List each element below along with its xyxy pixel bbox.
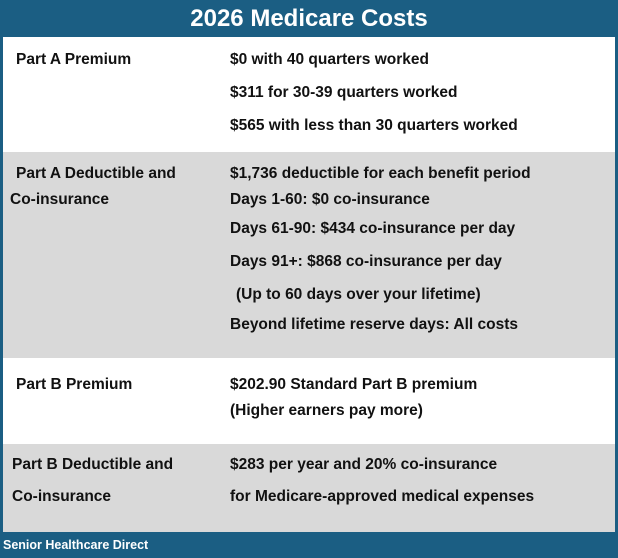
row-value-line: $311 for 30-39 quarters worked (230, 84, 458, 101)
part-a-deductible-row: Part A Deductible and Co-insurance $1,73… (3, 152, 615, 358)
part-b-deductible-row: Part B Deductible and Co-insurance $283 … (3, 444, 615, 532)
row-value-line: for Medicare-approved medical expenses (230, 488, 535, 505)
part-a-premium-row: Part A Premium $0 with 40 quarters worke… (3, 37, 615, 152)
row-label: Part B Deductible and (12, 456, 174, 473)
part-b-premium-row: Part B Premium $202.90 Standard Part B p… (3, 358, 615, 444)
row-label: Part B Premium (16, 376, 133, 393)
row-label: Co-insurance (12, 488, 112, 505)
row-value-line: $1,736 deductible for each benefit perio… (230, 165, 531, 182)
row-value-line: $0 with 40 quarters worked (230, 51, 429, 68)
row-value-line: Days 91+: $868 co-insurance per day (230, 253, 502, 270)
row-value-line: $202.90 Standard Part B premium (230, 376, 478, 393)
row-label: Part A Premium (16, 51, 132, 68)
row-value-line: Beyond lifetime reserve days: All costs (230, 316, 519, 333)
row-value-line: (Up to 60 days over your lifetime) (236, 286, 481, 303)
page-title: 2026 Medicare Costs (190, 5, 428, 32)
row-value-line: Days 1-60: $0 co-insurance (230, 191, 430, 208)
footer-source: Senior Healthcare Direct (3, 538, 149, 552)
row-label: Co-insurance (10, 191, 110, 208)
row-label: Part A Deductible and (16, 165, 176, 182)
row-value-line: Days 61-90: $434 co-insurance per day (230, 220, 516, 237)
row-value-line: $565 with less than 30 quarters worked (230, 117, 518, 134)
row-value-line: (Higher earners pay more) (230, 402, 423, 419)
row-value-line: $283 per year and 20% co-insurance (230, 456, 498, 473)
